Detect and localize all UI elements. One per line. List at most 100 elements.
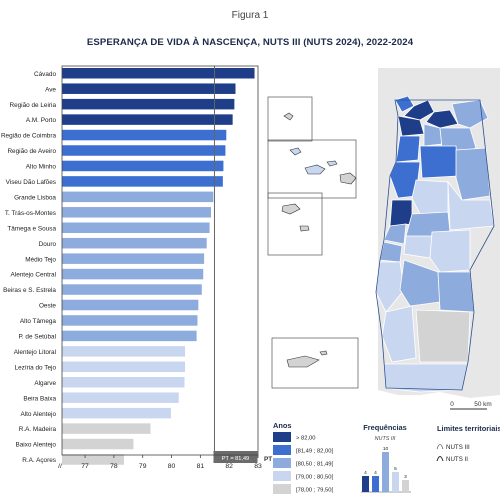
x-axis: 77 78 79 80 81 82 83 // <box>58 65 262 470</box>
category-label: Oeste <box>39 303 56 310</box>
reference-label: PT = 81,49 <box>222 456 249 462</box>
map-region <box>437 271 475 313</box>
limits-symbol <box>436 455 444 462</box>
legend-swatch <box>273 471 291 481</box>
bar <box>62 315 198 326</box>
island-region <box>319 350 328 356</box>
category-label: Alentejo Central <box>11 272 56 279</box>
island-region <box>281 203 301 215</box>
bar <box>62 423 151 434</box>
category-label: Alto Alentejo <box>20 411 56 418</box>
category-label: Grande Lisboa <box>14 194 56 201</box>
category-label: Tâmega e Sousa <box>7 225 56 232</box>
island-region <box>339 172 357 185</box>
map-region <box>383 223 407 245</box>
bar <box>62 129 227 141</box>
island-region <box>283 112 294 121</box>
map-region <box>389 199 413 227</box>
legend-label: > 82,00 <box>296 436 316 442</box>
category-label: P. de Setúbal <box>18 334 56 341</box>
x-tick-label: 82 <box>225 463 233 470</box>
bar <box>62 207 212 218</box>
category-label: R.A. Madeira <box>19 426 57 433</box>
frequency-value: 4 <box>374 470 377 476</box>
bar <box>62 160 224 172</box>
map-region <box>381 305 417 363</box>
map-region <box>395 135 421 163</box>
scale-label: 0 <box>450 401 454 408</box>
category-label: Médio Tejo <box>25 256 56 263</box>
madeira-inset-small <box>267 96 313 142</box>
bar <box>62 222 210 233</box>
island-region <box>299 225 310 232</box>
category-label: Alto Tâmega <box>20 318 57 325</box>
axis-break: // <box>58 463 62 470</box>
category-label: Viseu Dão Lafões <box>6 179 56 186</box>
portugal-map: 0 50 km <box>267 68 500 410</box>
category-label: Cávado <box>34 71 56 78</box>
map-region <box>411 179 449 215</box>
azores-inset-a <box>267 139 357 199</box>
legend-title: Anos <box>273 421 291 430</box>
legend: Anos > 82,00 [81,49 ; 82,00[ [80,50 ; 81,49… <box>273 421 500 494</box>
bar <box>62 98 235 110</box>
category-label: Alto Minho <box>26 164 57 171</box>
map-region <box>451 99 489 129</box>
category-label: Alentejo Litoral <box>14 349 56 356</box>
frequency-value: 4 <box>364 470 367 476</box>
bar <box>62 377 185 388</box>
category-label: Região de Aveiro <box>7 148 56 155</box>
limits-label: NUTS III <box>446 444 470 451</box>
x-tick-label: 78 <box>110 463 118 470</box>
plot-frame <box>61 65 259 456</box>
island-region <box>286 355 320 368</box>
x-tick-label: 80 <box>168 463 176 470</box>
category-label: T. Trás-os-Montes <box>5 210 56 217</box>
x-tick-label: 83 <box>254 463 262 470</box>
bar <box>62 268 204 280</box>
bar <box>62 83 236 94</box>
legend-label: [78,00 ; 79,50[ <box>296 488 333 494</box>
frequencies-title: Frequências <box>363 423 407 432</box>
bar <box>62 253 205 264</box>
reference-label-box <box>213 451 258 463</box>
bar <box>62 191 214 203</box>
map-region <box>419 145 459 179</box>
legend-swatch <box>273 458 291 468</box>
legend-label: [80,50 ; 81,49[ <box>296 462 333 468</box>
map-region <box>403 235 433 259</box>
map-region <box>447 180 495 231</box>
limits-title: Limites territoriais <box>437 424 500 433</box>
category-label: Douro <box>39 241 57 248</box>
azores-inset-b <box>267 192 323 256</box>
category-label: Beira Baixa <box>23 395 56 402</box>
map-region <box>383 363 469 393</box>
legend-swatch <box>273 445 291 455</box>
bar <box>62 330 197 342</box>
frequency-bar <box>372 476 379 492</box>
bar <box>62 284 202 295</box>
madeira-inset <box>271 337 359 389</box>
limits-label: NUTS II <box>446 456 468 463</box>
frequency-bar <box>362 476 369 492</box>
category-label: Baixo Alentejo <box>15 442 56 449</box>
map-region <box>403 99 435 121</box>
bar <box>62 114 233 125</box>
legend-swatch <box>273 432 291 442</box>
bar <box>62 392 179 403</box>
bar <box>62 407 171 419</box>
legend-swatch <box>273 484 291 494</box>
map-region <box>429 229 471 273</box>
bar <box>62 346 186 357</box>
map-scale-bar: 0 50 km <box>450 401 492 410</box>
island-region <box>326 160 338 167</box>
category-label: A.M. Porto <box>26 117 57 124</box>
bar <box>62 237 207 249</box>
frequency-value: 3 <box>404 474 407 480</box>
legend-label: [81,49 ; 82,00[ <box>296 449 333 455</box>
category-label: Beiras e S. Estrela <box>3 287 56 294</box>
category-label: Lezíria do Tejo <box>15 364 57 371</box>
bars-layer: Cávado Ave Região de Leiria A.M. Porto Regiã… <box>1 66 272 465</box>
bar <box>62 361 186 373</box>
map-region <box>415 309 471 363</box>
